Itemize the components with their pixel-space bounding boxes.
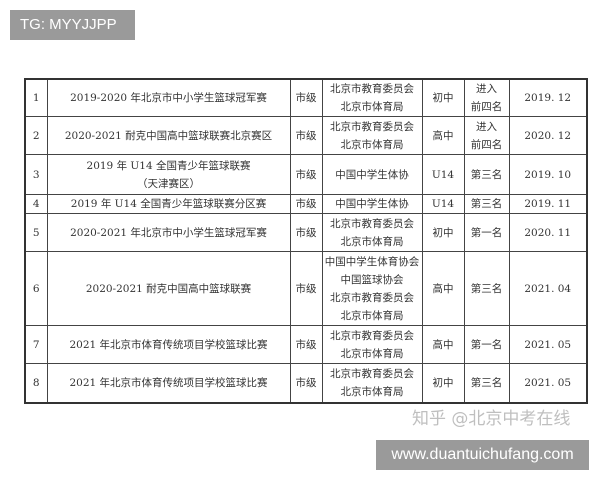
cell-no: 7 [24, 325, 48, 364]
cell-org: 中国中学生体协 [321, 194, 423, 214]
cell-no: 5 [24, 213, 48, 252]
table-row: 3 2019 年 U14 全国青少年篮球联赛 （天津赛区） 市级 中国中学生体协 U14… [24, 154, 588, 195]
table-row: 5 2020-2021 年北京市中小学生篮球冠军赛 市级 北京市教育委员会 北京市体育… [24, 213, 588, 252]
cell-name: 2019-2020 年北京市中小学生篮球冠军赛 [46, 78, 291, 117]
cell-group: U14 [421, 194, 465, 214]
awards-table: 1 2019-2020 年北京市中小学生篮球冠军赛 市级 北京市教育委员会 北京市体育… [24, 78, 588, 404]
cell-group: 初中 [421, 363, 465, 403]
tag-label: TG: MYYJJPP [10, 10, 135, 40]
cell-result: 进入 前四名 [463, 78, 510, 117]
cell-date: 2019. 12 [508, 78, 588, 117]
cell-org: 北京市教育委员会 北京市体育局 [321, 116, 423, 155]
cell-level: 市级 [289, 194, 323, 214]
table-row: 7 2021 年北京市体育传统项目学校篮球比赛 市级 北京市教育委员会 北京市体育局高… [24, 325, 588, 364]
site-label: www.duantuichufang.com [376, 440, 589, 470]
cell-result: 第三名 [463, 194, 510, 214]
cell-no: 2 [24, 116, 48, 155]
cell-name: 2019 年 U14 全国青少年篮球联赛分区赛 [46, 194, 291, 214]
cell-group: 高中 [421, 251, 465, 326]
cell-org: 北京市教育委员会 北京市体育局 [321, 213, 423, 252]
cell-date: 2021. 05 [508, 363, 588, 403]
cell-date: 2021. 05 [508, 325, 588, 364]
cell-level: 市级 [289, 213, 323, 252]
table-row: 6 2020-2021 耐克中国高中篮球联赛 市级 中国中学生体育协会 中国篮球协会 … [24, 251, 588, 326]
table-row: 2 2020-2021 耐克中国高中篮球联赛北京赛区 市级 北京市教育委员会 北京市体… [24, 116, 588, 155]
cell-date: 2020. 11 [508, 213, 588, 252]
cell-result: 第一名 [463, 213, 510, 252]
cell-level: 市级 [289, 325, 323, 364]
cell-no: 4 [24, 194, 48, 214]
cell-group: 高中 [421, 116, 465, 155]
cell-level: 市级 [289, 251, 323, 326]
cell-name: 2019 年 U14 全国青少年篮球联赛 （天津赛区） [46, 154, 291, 195]
cell-result: 第三名 [463, 363, 510, 403]
cell-group: 高中 [421, 325, 465, 364]
cell-name: 2021 年北京市体育传统项目学校篮球比赛 [46, 363, 291, 403]
cell-no: 3 [24, 154, 48, 195]
table-row: 4 2019 年 U14 全国青少年篮球联赛分区赛 市级 中国中学生体协 U14 第三名 2… [24, 194, 588, 214]
cell-result: 第三名 [463, 154, 510, 195]
cell-org: 北京市教育委员会 北京市体育局 [321, 363, 423, 403]
cell-result: 进入 前四名 [463, 116, 510, 155]
cell-date: 2021. 04 [508, 251, 588, 326]
cell-group: U14 [421, 154, 465, 195]
cell-org: 中国中学生体育协会 中国篮球协会 北京市教育委员会 北京市体育局 [321, 251, 423, 326]
cell-org: 中国中学生体协 [321, 154, 423, 195]
cell-result: 第三名 [463, 251, 510, 326]
cell-level: 市级 [289, 363, 323, 403]
cell-no: 1 [24, 78, 48, 117]
cell-level: 市级 [289, 116, 323, 155]
cell-no: 6 [24, 251, 48, 326]
cell-name: 2020-2021 年北京市中小学生篮球冠军赛 [46, 213, 291, 252]
cell-group: 初中 [421, 213, 465, 252]
cell-date: 2020. 12 [508, 116, 588, 155]
cell-no: 8 [24, 363, 48, 403]
cell-level: 市级 [289, 154, 323, 195]
watermark: 知乎 @北京中考在线 [412, 409, 571, 429]
cell-level: 市级 [289, 78, 323, 117]
cell-name: 2020-2021 耐克中国高中篮球联赛北京赛区 [46, 116, 291, 155]
cell-org: 北京市教育委员会 北京市体育局 [321, 325, 423, 364]
cell-group: 初中 [421, 78, 465, 117]
cell-date: 2019. 11 [508, 194, 588, 214]
cell-name: 2020-2021 耐克中国高中篮球联赛 [46, 251, 291, 326]
cell-name: 2021 年北京市体育传统项目学校篮球比赛 [46, 325, 291, 364]
table-row: 1 2019-2020 年北京市中小学生篮球冠军赛 市级 北京市教育委员会 北京市体育… [24, 78, 588, 117]
cell-date: 2019. 10 [508, 154, 588, 195]
cell-result: 第一名 [463, 325, 510, 364]
cell-org: 北京市教育委员会 北京市体育局 [321, 78, 423, 117]
table-row: 8 2021 年北京市体育传统项目学校篮球比赛 市级 北京市教育委员会 北京市体育局初… [24, 363, 588, 403]
